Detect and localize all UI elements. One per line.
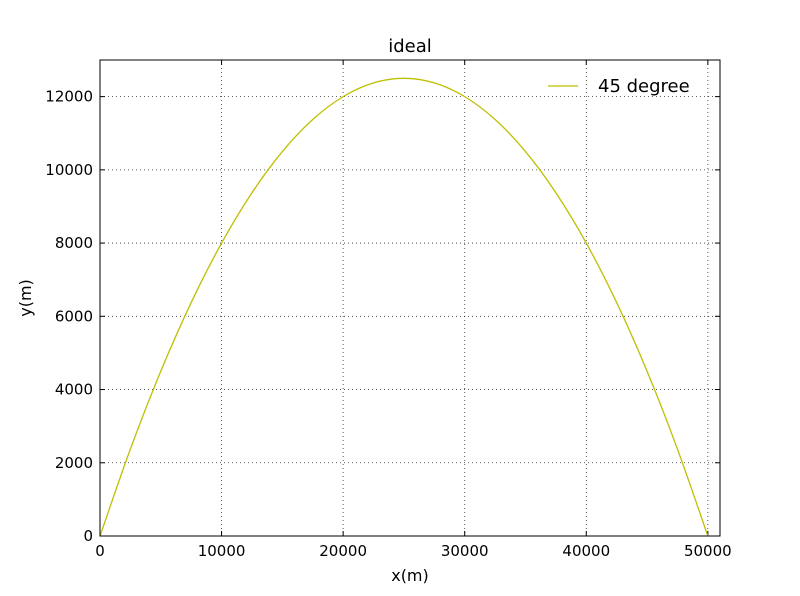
x-axis-title: x(m) (391, 566, 429, 585)
x-tick-label: 0 (95, 542, 105, 560)
legend: 45 degree (548, 76, 690, 97)
series-line-0 (99, 77, 709, 537)
legend-label: 45 degree (598, 76, 690, 97)
x-tick-label: 40000 (562, 542, 610, 560)
x-tick-label: 20000 (319, 542, 367, 560)
x-tick-label: 50000 (684, 542, 732, 560)
x-tick-label: 10000 (198, 542, 246, 560)
y-tick-label: 12000 (45, 88, 93, 106)
chart-title: ideal (388, 36, 432, 57)
x-tick-label: 30000 (441, 542, 489, 560)
y-tick-label: 2000 (55, 454, 93, 472)
plot-area (100, 60, 720, 536)
axis-ticks: 0 10000 20000 30000 40000 50000 0 2000 4000 6000 8… (45, 60, 732, 560)
y-tick-label: 6000 (55, 307, 93, 325)
y-tick-label: 8000 (55, 234, 93, 252)
y-tick-label: 0 (83, 527, 93, 545)
y-axis-title: y(m) (16, 279, 35, 317)
y-tick-label: 4000 (55, 381, 93, 399)
series-layer (99, 77, 709, 537)
plot-frame (99, 59, 721, 537)
y-tick-label: 10000 (45, 161, 93, 179)
